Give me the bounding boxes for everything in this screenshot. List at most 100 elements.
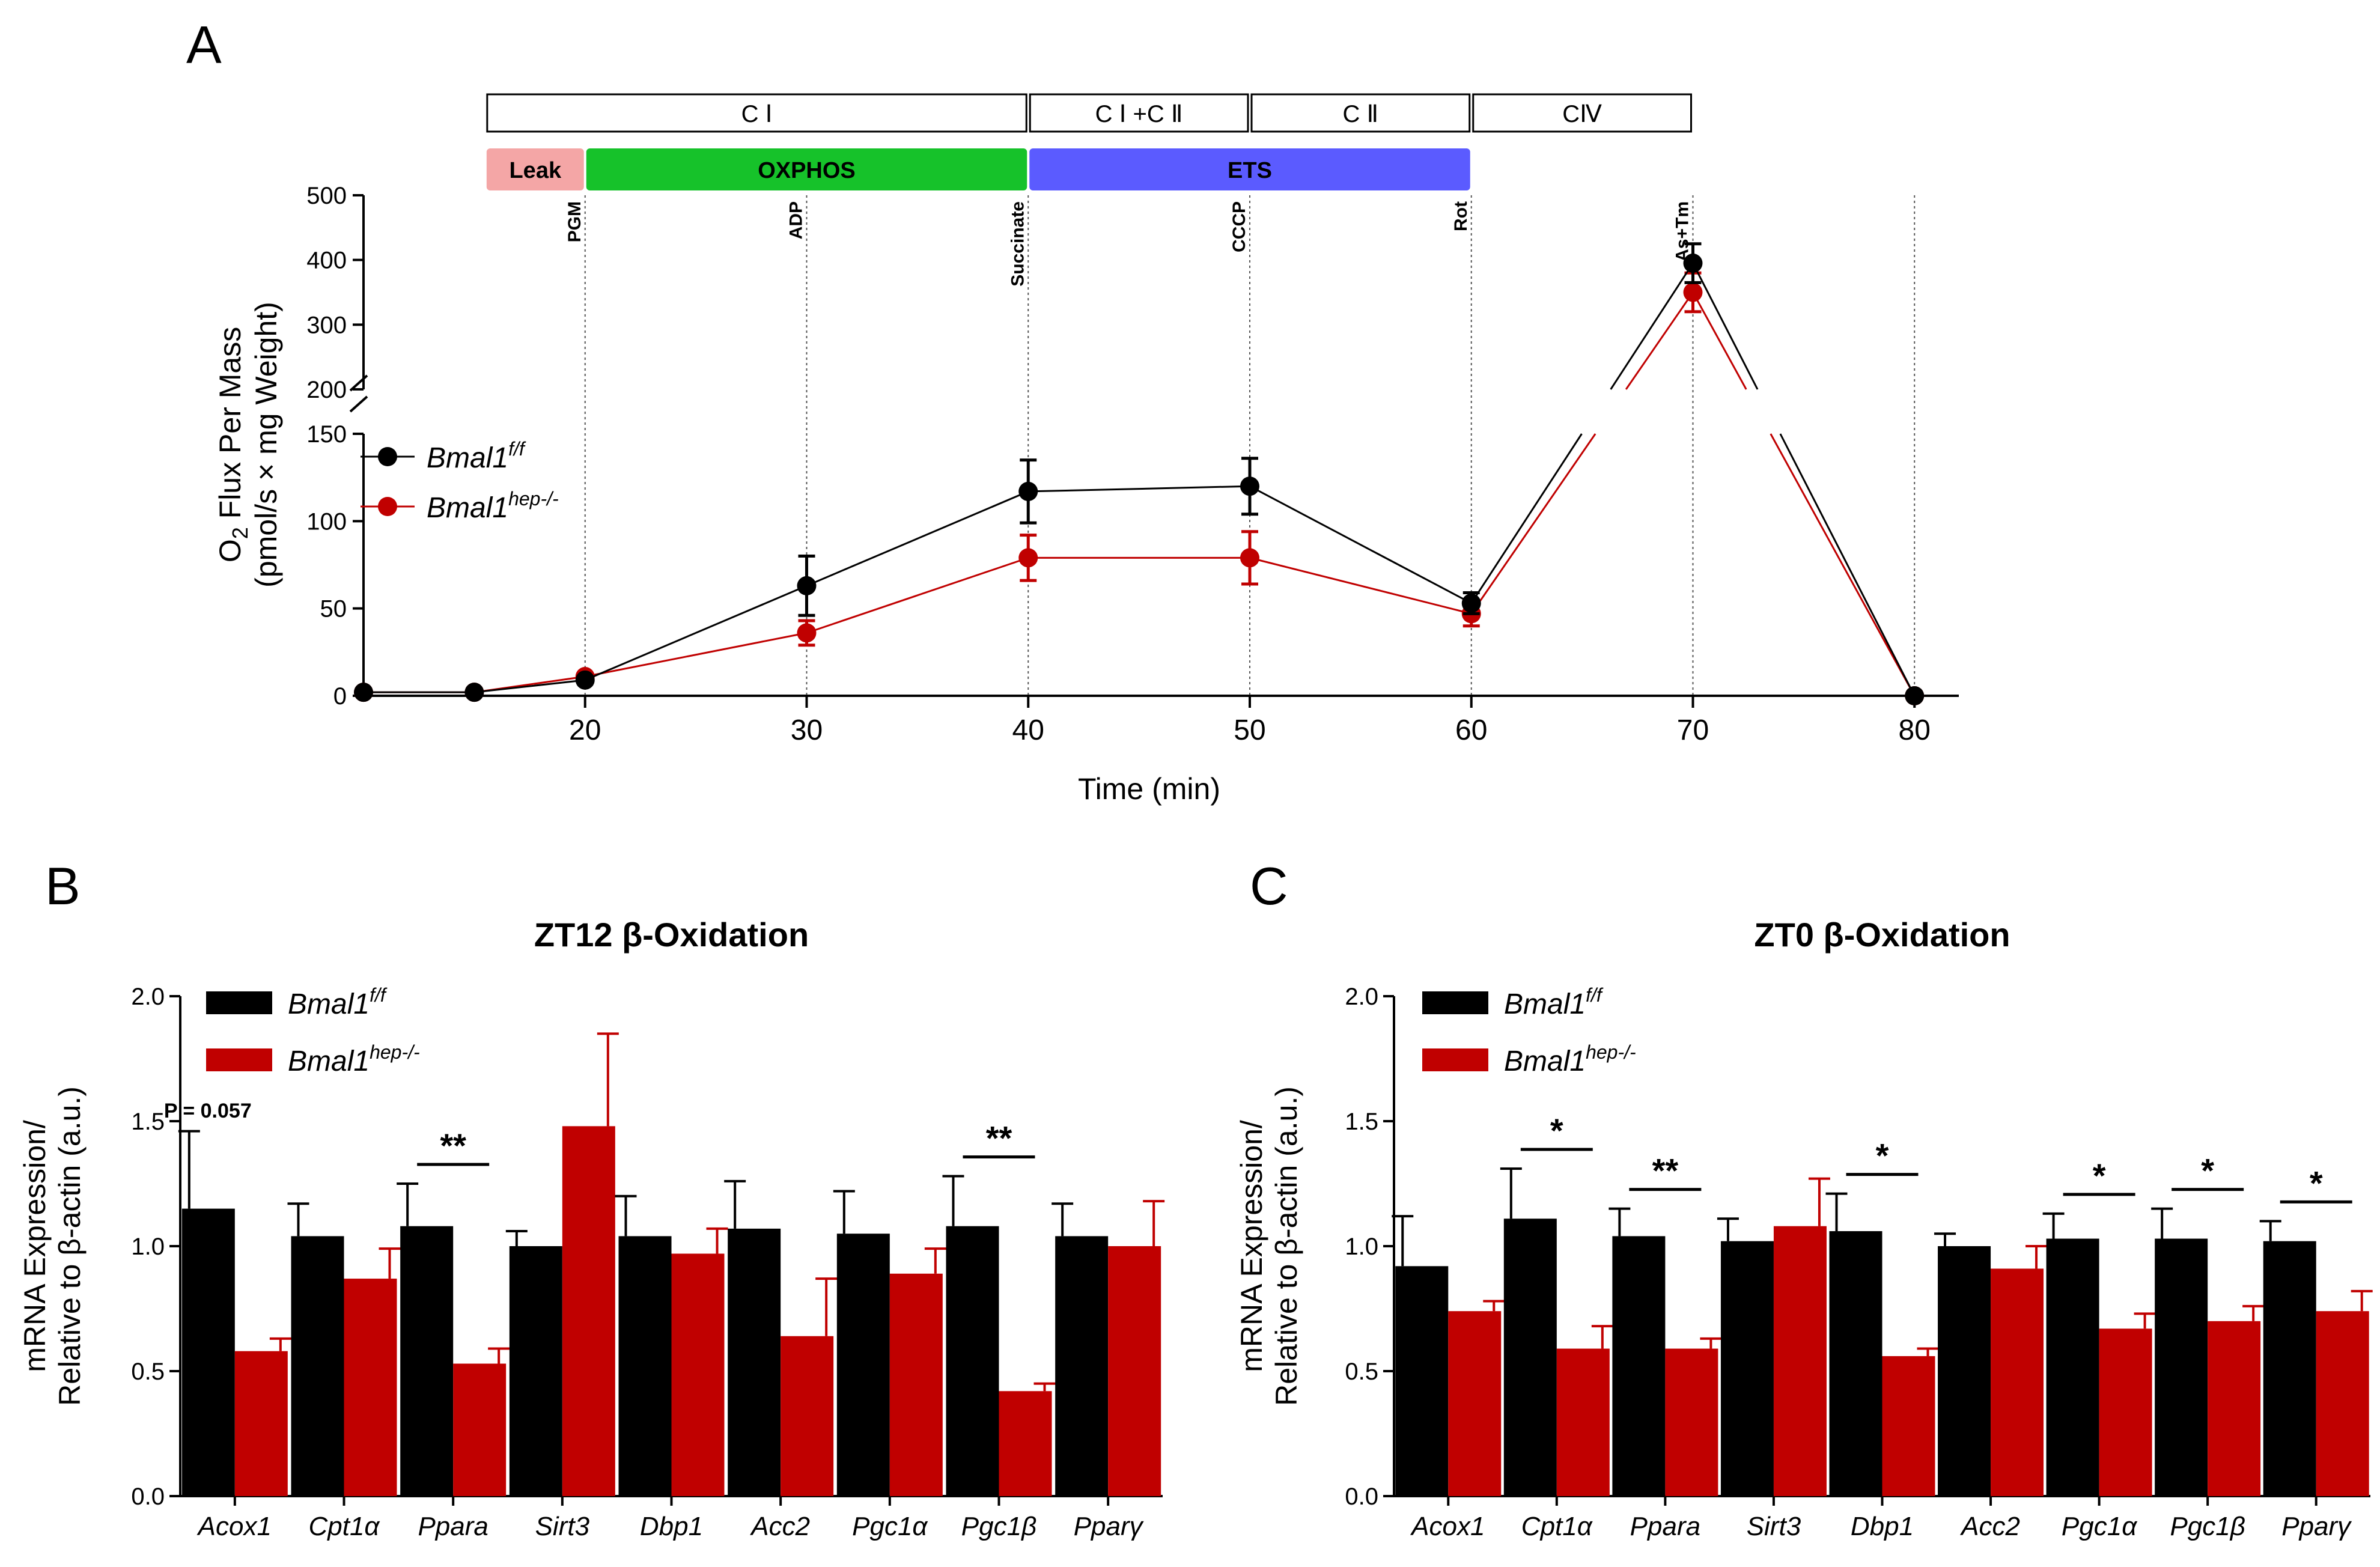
data-point-control: [1905, 686, 1925, 705]
panel-b-zt12-bar-chart: ZT12 β-Oxidation 0.0 0.5 1.0 1.5 2.0 mRNA Expr…: [18, 916, 1165, 1541]
category-label: Dbp1: [1851, 1512, 1914, 1541]
data-point-control: [797, 576, 817, 595]
data-point-control: [1683, 254, 1703, 273]
series-line-knockout: [1692, 291, 1747, 390]
bar-control: [1829, 1231, 1882, 1496]
x-tick-label: 50: [1234, 714, 1265, 746]
x-tick-label: 70: [1677, 714, 1709, 746]
complex-label-3: CⅣ: [1562, 101, 1602, 127]
bar-control: [291, 1236, 344, 1496]
injection-label-0: PGM: [565, 201, 585, 242]
bar-knockout: [2099, 1328, 2152, 1496]
y-tick-label: 400: [306, 248, 347, 274]
category-label: Pgc1β: [961, 1512, 1036, 1541]
significance-marker: **: [986, 1119, 1012, 1157]
panel-c-zt0-bar-chart: ZT0 β-Oxidation 0.0 0.5 1.0 1.5 2.0 mRNA Expre…: [1235, 916, 2373, 1541]
y-tick-label: 100: [306, 508, 347, 535]
series-line-knockout: [806, 556, 1029, 634]
chart-title: ZT12 β-Oxidation: [534, 916, 809, 954]
data-point-control: [1240, 476, 1259, 496]
bar-knockout: [999, 1391, 1052, 1496]
bar-knockout: [344, 1279, 397, 1496]
significance-marker: *: [1550, 1112, 1563, 1149]
y-tick-label: 0.5: [1345, 1359, 1378, 1385]
bar-knockout: [889, 1273, 943, 1496]
significance-marker: **: [1652, 1152, 1679, 1190]
bar-knockout: [453, 1363, 507, 1496]
bar-knockout: [671, 1253, 725, 1496]
y-tick-label: 2.0: [1345, 984, 1378, 1010]
y-axis-title-line1: mRNA Expression/: [18, 1120, 52, 1372]
bar-control: [1720, 1241, 1774, 1496]
phase-label-2: ETS: [1228, 158, 1272, 183]
y-tick-label: 50: [320, 596, 347, 622]
legend-marker-control: [378, 447, 397, 466]
legend-label-knockout: Bmal1hep-/-: [1504, 1041, 1636, 1077]
y-tick-label: 500: [306, 183, 347, 209]
series-line-knockout: [585, 631, 807, 678]
legend-label-control: Bmal1f/f: [288, 984, 388, 1020]
series-line-control: [1470, 433, 1583, 604]
bar-control: [509, 1246, 562, 1496]
complex-label-1: C Ⅰ +C Ⅱ: [1095, 101, 1183, 127]
p-value-label: P = 0.057: [164, 1100, 252, 1122]
injection-label-2: Succinate: [1008, 201, 1027, 287]
series-line-control: [806, 490, 1029, 587]
category-label: Acox1: [196, 1512, 272, 1541]
x-tick-label: 80: [1899, 714, 1931, 746]
injection-label-3: CCCP: [1229, 201, 1249, 252]
data-point-knockout: [1683, 282, 1703, 302]
x-tick-label: 30: [791, 714, 823, 746]
y-axis-title-line2: Relative to β-actin (a.u.): [53, 1086, 87, 1406]
bar-control: [2155, 1238, 2208, 1496]
bar-knockout: [1773, 1226, 1827, 1496]
significance-marker: *: [2201, 1152, 2214, 1190]
bar-knockout: [562, 1126, 615, 1496]
data-point-control: [464, 683, 484, 702]
data-point-control: [1461, 593, 1481, 613]
significance-marker: *: [1876, 1137, 1889, 1175]
category-label: Pgc1α: [2062, 1512, 2138, 1541]
category-label: Acc2: [749, 1512, 810, 1541]
y-tick-label: 300: [306, 312, 347, 338]
bar-knockout: [1448, 1311, 1502, 1496]
y-axis-title-line2: Relative to β-actin (a.u.): [1270, 1086, 1303, 1406]
bar-knockout: [1108, 1246, 1161, 1496]
y-tick-label: 1.0: [1345, 1234, 1378, 1260]
category-label: Pparγ: [2281, 1512, 2352, 1541]
injection-label-1: ADP: [787, 201, 806, 239]
significance-marker: *: [2093, 1157, 2106, 1194]
bar-knockout: [2208, 1321, 2261, 1496]
legend-swatch-control: [206, 991, 272, 1014]
phase-bar-0: [486, 148, 584, 190]
y-tick-label: 0.0: [131, 1483, 165, 1510]
category-label: Ppara: [418, 1512, 488, 1541]
data-point-knockout: [1240, 548, 1259, 568]
complex-label-0: C Ⅰ: [741, 101, 773, 127]
y-axis-title-line2: (pmol/s × mg Weight): [249, 302, 283, 588]
bar-control: [1503, 1219, 1557, 1496]
complex-label-2: C Ⅱ: [1343, 101, 1379, 127]
bar-control: [1938, 1246, 1991, 1496]
axis-break-mark-1: [349, 374, 368, 392]
bar-knockout: [1556, 1348, 1610, 1496]
series-line-control: [1779, 433, 1916, 696]
series-line-knockout: [1470, 433, 1596, 615]
panel-letter-b: B: [45, 856, 81, 916]
legend-swatch-knockout: [206, 1048, 272, 1071]
bar-knockout: [234, 1351, 288, 1496]
category-label: Acox1: [1410, 1512, 1485, 1541]
y-tick-label: 0: [333, 683, 347, 710]
y-axis-title-line1: O2 Flux Per Mass: [213, 327, 252, 562]
legend-label-knockout: Bmal1hep-/-: [427, 488, 559, 524]
y-tick-label: 2.0: [131, 984, 165, 1010]
category-label: Sirt3: [1747, 1512, 1801, 1541]
y-tick-label: 0.0: [1345, 1483, 1378, 1510]
y-tick-label: 1.5: [1345, 1109, 1378, 1135]
panel-letter-a: A: [186, 15, 222, 75]
phase-label-1: OXPHOS: [758, 158, 856, 183]
complex-box-1: [1029, 93, 1249, 133]
y-tick-label: 150: [306, 421, 347, 448]
bar-control: [728, 1228, 781, 1496]
y-tick-label: 200: [306, 377, 347, 403]
